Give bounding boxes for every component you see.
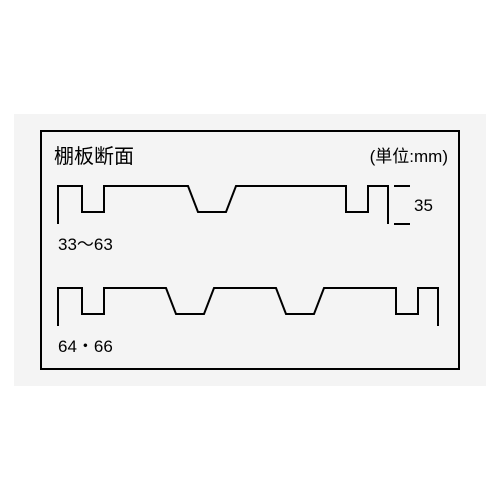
profile-top — [58, 186, 388, 226]
unit-label: (単位:mm) — [370, 142, 448, 167]
range-label-bottom: 64・66 — [58, 332, 113, 357]
height-dim-label: 35 — [414, 196, 433, 216]
profile-bottom-line — [58, 288, 438, 326]
range-label-top: 33〜63 — [58, 230, 113, 255]
diagram-title: 棚板断面 — [54, 140, 134, 169]
profile-bottom — [58, 288, 438, 328]
diagram-canvas: 棚板断面 (単位:mm) 35 33〜63 64・66 — [0, 0, 500, 500]
profile-top-line — [58, 186, 388, 224]
